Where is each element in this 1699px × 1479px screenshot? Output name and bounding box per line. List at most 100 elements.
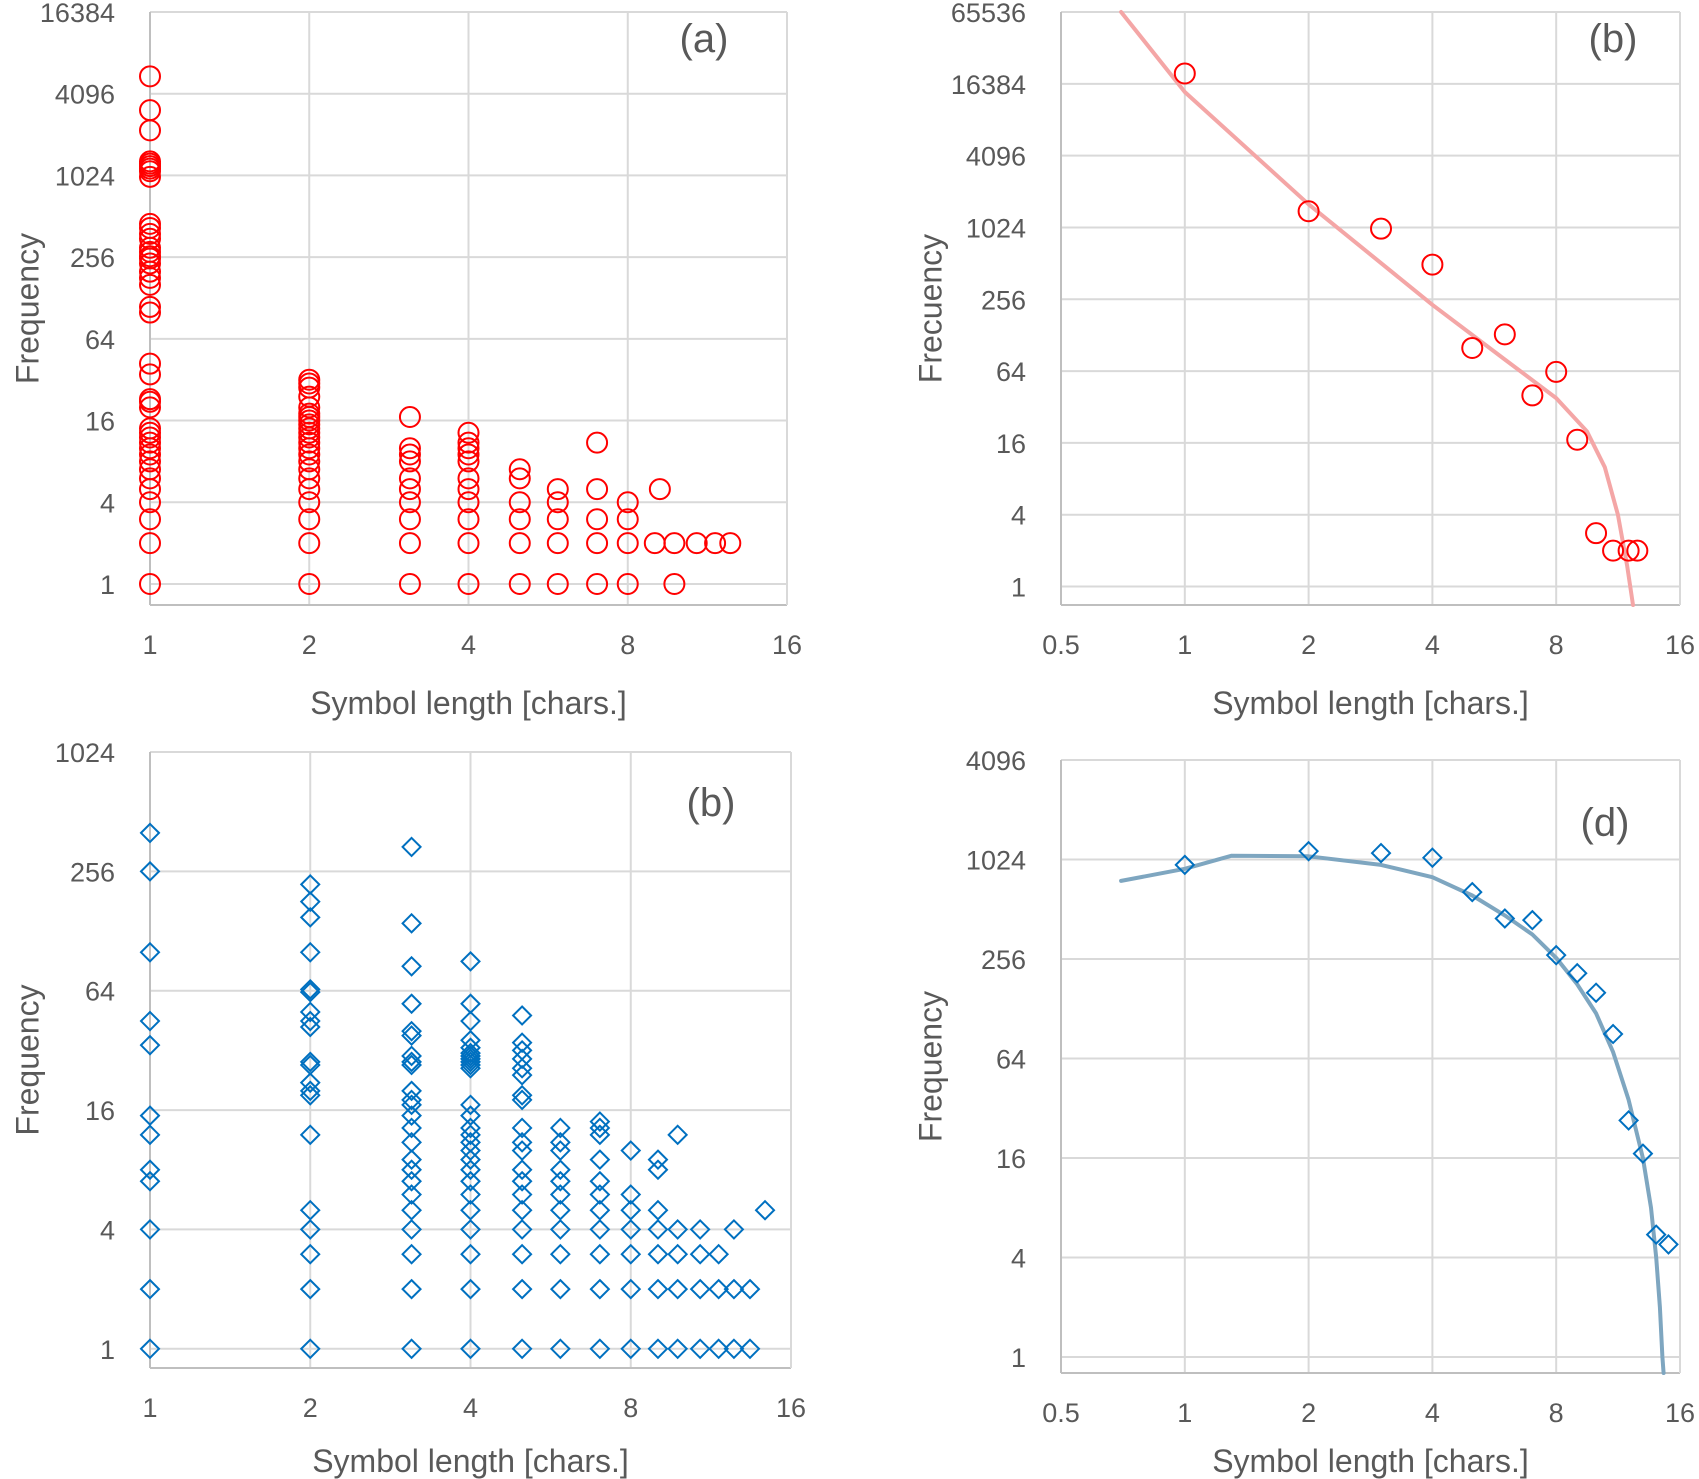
data-point [299,891,321,913]
data-point [667,1243,689,1265]
panel-label: (b) [1589,17,1638,61]
data-point [139,363,161,386]
data-point [460,1042,481,1064]
data-point [549,1278,571,1300]
data-point [1494,908,1516,929]
data-point [401,912,422,934]
x-tick-label: 8 [1549,1398,1564,1428]
data-point [648,478,671,501]
x-axis-label: Symbol length [chars.] [310,685,627,721]
data-point [586,431,609,454]
data-point [1521,909,1543,931]
data-point [401,1089,422,1111]
data-point [589,1149,611,1171]
data-point [457,572,480,595]
fit-curve [1119,853,1666,1375]
data-point [460,1159,481,1181]
data-point [299,906,321,928]
y-axis-label: Frequency [912,991,948,1142]
data-point [754,1199,776,1221]
y-tick-label: 4 [1011,501,1026,531]
data-point [586,478,609,501]
data-point [1493,323,1516,346]
data-point [299,941,321,963]
data-point [298,450,321,473]
data-point [401,1149,422,1171]
data-point [299,1001,321,1023]
x-tick-label: 8 [620,630,635,660]
data-point [549,1117,571,1139]
data-point [1617,539,1640,562]
data-point [401,1051,422,1073]
data-point [139,478,161,501]
data-point [546,532,569,555]
data-point [1545,360,1568,383]
data-point [620,1184,642,1205]
data-point [689,1338,711,1360]
data-point [1632,1143,1654,1165]
data-point [139,1010,161,1032]
data-point [139,396,161,419]
data-point [299,1219,321,1240]
x-tick-label: 2 [1301,630,1316,660]
data-point [586,532,609,555]
y-tick-label: 1 [1011,1343,1026,1373]
data-point [298,443,321,466]
data-point [460,1048,481,1070]
data-point [139,301,161,324]
y-axis-label: Frequency [9,233,45,384]
data-point [667,1124,689,1146]
data-point [1521,384,1544,407]
data-point [460,1170,481,1192]
x-tick-label: 1 [142,1393,157,1423]
data-point [1585,982,1607,1004]
data-point [511,1117,533,1139]
data-point [460,1054,481,1076]
data-point [511,1032,533,1054]
data-point [139,160,161,183]
data-point [1421,253,1444,276]
data-point [1626,539,1649,562]
data-point [460,1219,481,1240]
data-point [299,1080,321,1102]
x-tick-label: 16 [772,630,802,660]
data-point [689,1278,711,1300]
data-point [739,1278,761,1300]
y-tick-label: 16 [996,429,1026,459]
y-tick-label: 4 [1011,1243,1026,1273]
y-tick-label: 4 [100,1215,115,1245]
data-point [508,532,531,555]
y-tick-label: 4096 [55,80,115,110]
data-point [460,1094,481,1116]
data-point [647,1219,669,1240]
data-point [139,119,161,142]
data-point [616,491,639,514]
data-point [401,1170,422,1192]
data-point [549,1131,571,1153]
data-point [643,532,666,555]
data-point [460,950,481,972]
data-point [589,1111,611,1132]
data-point [689,1243,711,1265]
data-point [1618,1110,1640,1131]
data-point [139,390,161,413]
data-point [298,478,321,501]
data-point [616,508,639,531]
data-point [139,222,161,245]
data-point [708,1278,730,1300]
data-point [299,1051,321,1073]
data-point [139,572,161,595]
data-point [139,165,161,188]
data-point [667,1338,689,1360]
data-point [457,491,480,514]
data-point [298,491,321,514]
data-point [401,993,422,1015]
data-point [1174,854,1196,876]
x-tick-label: 4 [463,1393,478,1423]
data-point [511,1170,533,1192]
data-point [460,1051,481,1073]
data-point [620,1140,642,1161]
data-point [139,532,161,555]
data-point [139,1170,161,1192]
data-point [723,1338,745,1360]
